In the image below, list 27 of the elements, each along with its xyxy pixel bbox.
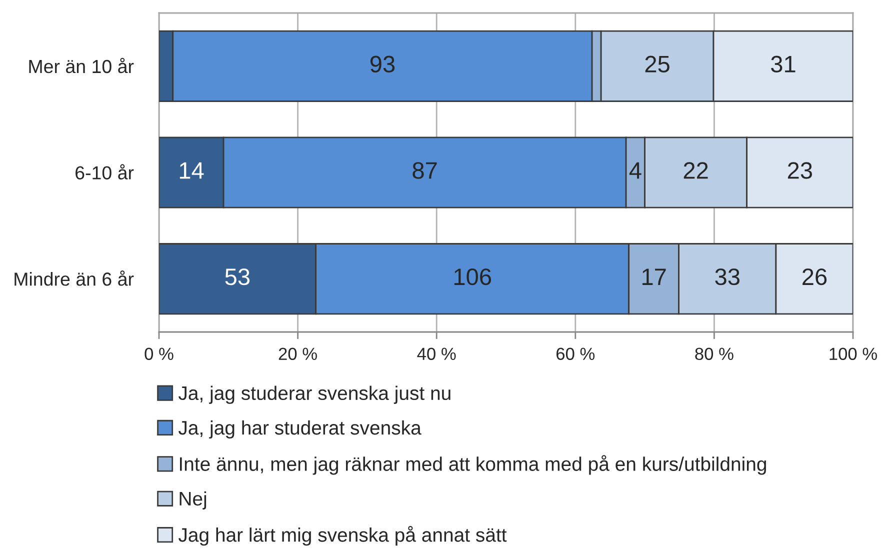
x-tick-label: 40 %: [417, 348, 456, 360]
annotation: 87: [412, 162, 437, 179]
annotation: 22: [684, 162, 708, 179]
x-tick-label: 0 %: [144, 348, 174, 360]
x-tick-label: 60 %: [556, 348, 595, 360]
annotation: 14: [180, 162, 204, 179]
legend-label: Ja, jag har studerat svenska: [178, 420, 422, 439]
y-tick-label: Mer än 10 år: [29, 58, 134, 74]
x-tick-label: 80 %: [695, 348, 734, 360]
x-tick-label: 100 %: [830, 348, 877, 360]
annotation: 23: [788, 162, 812, 179]
annotation: 93: [370, 56, 395, 73]
annotation: 31: [771, 56, 796, 73]
y-tick-label: 6-10 år: [76, 164, 134, 180]
x-tick-label: 20 %: [278, 348, 317, 360]
legend-label: Inte ännu, men jag räknar med att komma med på en kurs/utbildning: [180, 455, 766, 475]
legend-label: Nej: [180, 491, 206, 510]
legend-label: Jag har lärt mig svenska på annat sätt: [178, 526, 507, 546]
annotation: 25: [645, 56, 670, 73]
annotation: 17: [642, 268, 666, 285]
annotation: 33: [715, 268, 740, 286]
annotation: 4: [629, 162, 642, 179]
annotation: 26: [802, 268, 827, 286]
annotation: 106: [454, 268, 491, 286]
y-tick-label: Mindre än 6 år: [14, 270, 134, 286]
legend-label: Ja, jag studerar svenska just nu: [178, 386, 450, 404]
annotation: 53: [225, 268, 250, 286]
